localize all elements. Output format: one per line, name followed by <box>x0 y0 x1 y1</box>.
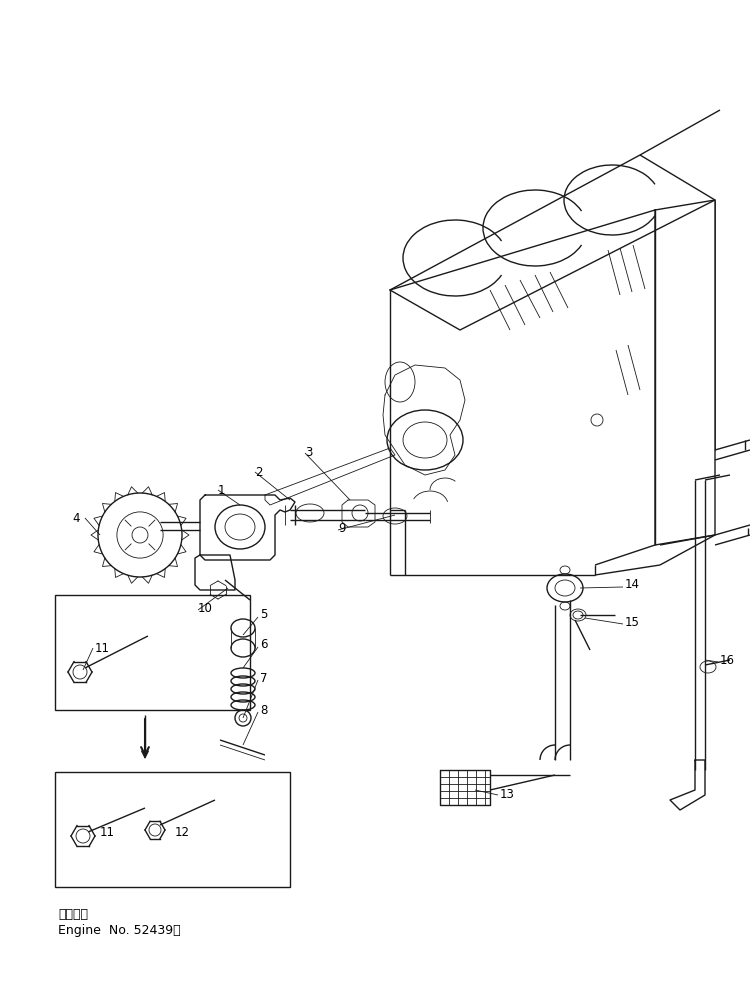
Text: 5: 5 <box>260 608 267 621</box>
Text: 7: 7 <box>260 671 268 684</box>
Bar <box>55 772 290 887</box>
Text: 11: 11 <box>100 825 115 838</box>
Text: 9: 9 <box>338 522 346 534</box>
Text: 11: 11 <box>95 642 110 655</box>
Text: 8: 8 <box>260 703 267 717</box>
Bar <box>55 595 250 710</box>
Text: 15: 15 <box>625 615 640 628</box>
Text: 適用号機: 適用号機 <box>58 908 88 921</box>
Text: 16: 16 <box>720 654 735 667</box>
Text: 13: 13 <box>500 789 514 802</box>
Text: 10: 10 <box>198 601 213 614</box>
Text: 1: 1 <box>218 483 226 497</box>
Text: 3: 3 <box>305 447 312 459</box>
Text: Engine  No. 52439～: Engine No. 52439～ <box>58 924 181 937</box>
Text: 6: 6 <box>260 639 268 652</box>
Text: 12: 12 <box>175 825 190 838</box>
Text: 14: 14 <box>625 579 640 592</box>
Text: 4: 4 <box>72 512 80 525</box>
Text: 2: 2 <box>255 465 262 478</box>
